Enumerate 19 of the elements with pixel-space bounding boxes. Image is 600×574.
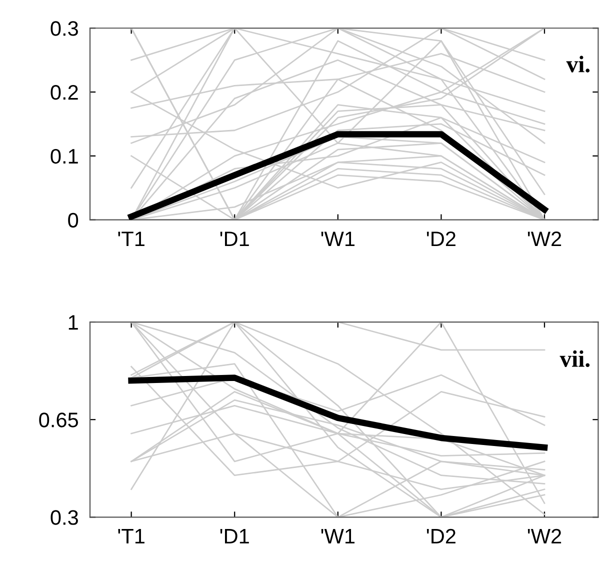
x-tick-label: 'D1 bbox=[220, 529, 249, 544]
x-tick-label: 'T1 bbox=[118, 232, 144, 246]
y-tick-label: 0.3 bbox=[50, 510, 78, 525]
y-tick-label: 0.1 bbox=[50, 148, 78, 164]
y-tick-label: 0.2 bbox=[50, 85, 78, 100]
annotation: vii. bbox=[560, 350, 590, 368]
x-tick-label: 'W1 bbox=[321, 529, 354, 544]
y-tick-label: 0.65 bbox=[39, 412, 78, 428]
y-tick-label: 0.3 bbox=[50, 21, 78, 36]
x-tick-label: 'W2 bbox=[528, 232, 562, 246]
x-tick-label: 'D2 bbox=[426, 232, 456, 246]
annotation: vi. bbox=[566, 56, 590, 72]
x-tick-label: 'T1 bbox=[118, 529, 144, 544]
x-tick-label: 'W2 bbox=[528, 528, 562, 544]
x-tick-label: 'D1 bbox=[220, 232, 249, 246]
y-tick-label: 1 bbox=[68, 315, 78, 330]
x-tick-label: 'D2 bbox=[426, 528, 456, 544]
x-tick-label: 'W1 bbox=[321, 232, 354, 246]
y-tick-label: 0 bbox=[68, 212, 78, 228]
